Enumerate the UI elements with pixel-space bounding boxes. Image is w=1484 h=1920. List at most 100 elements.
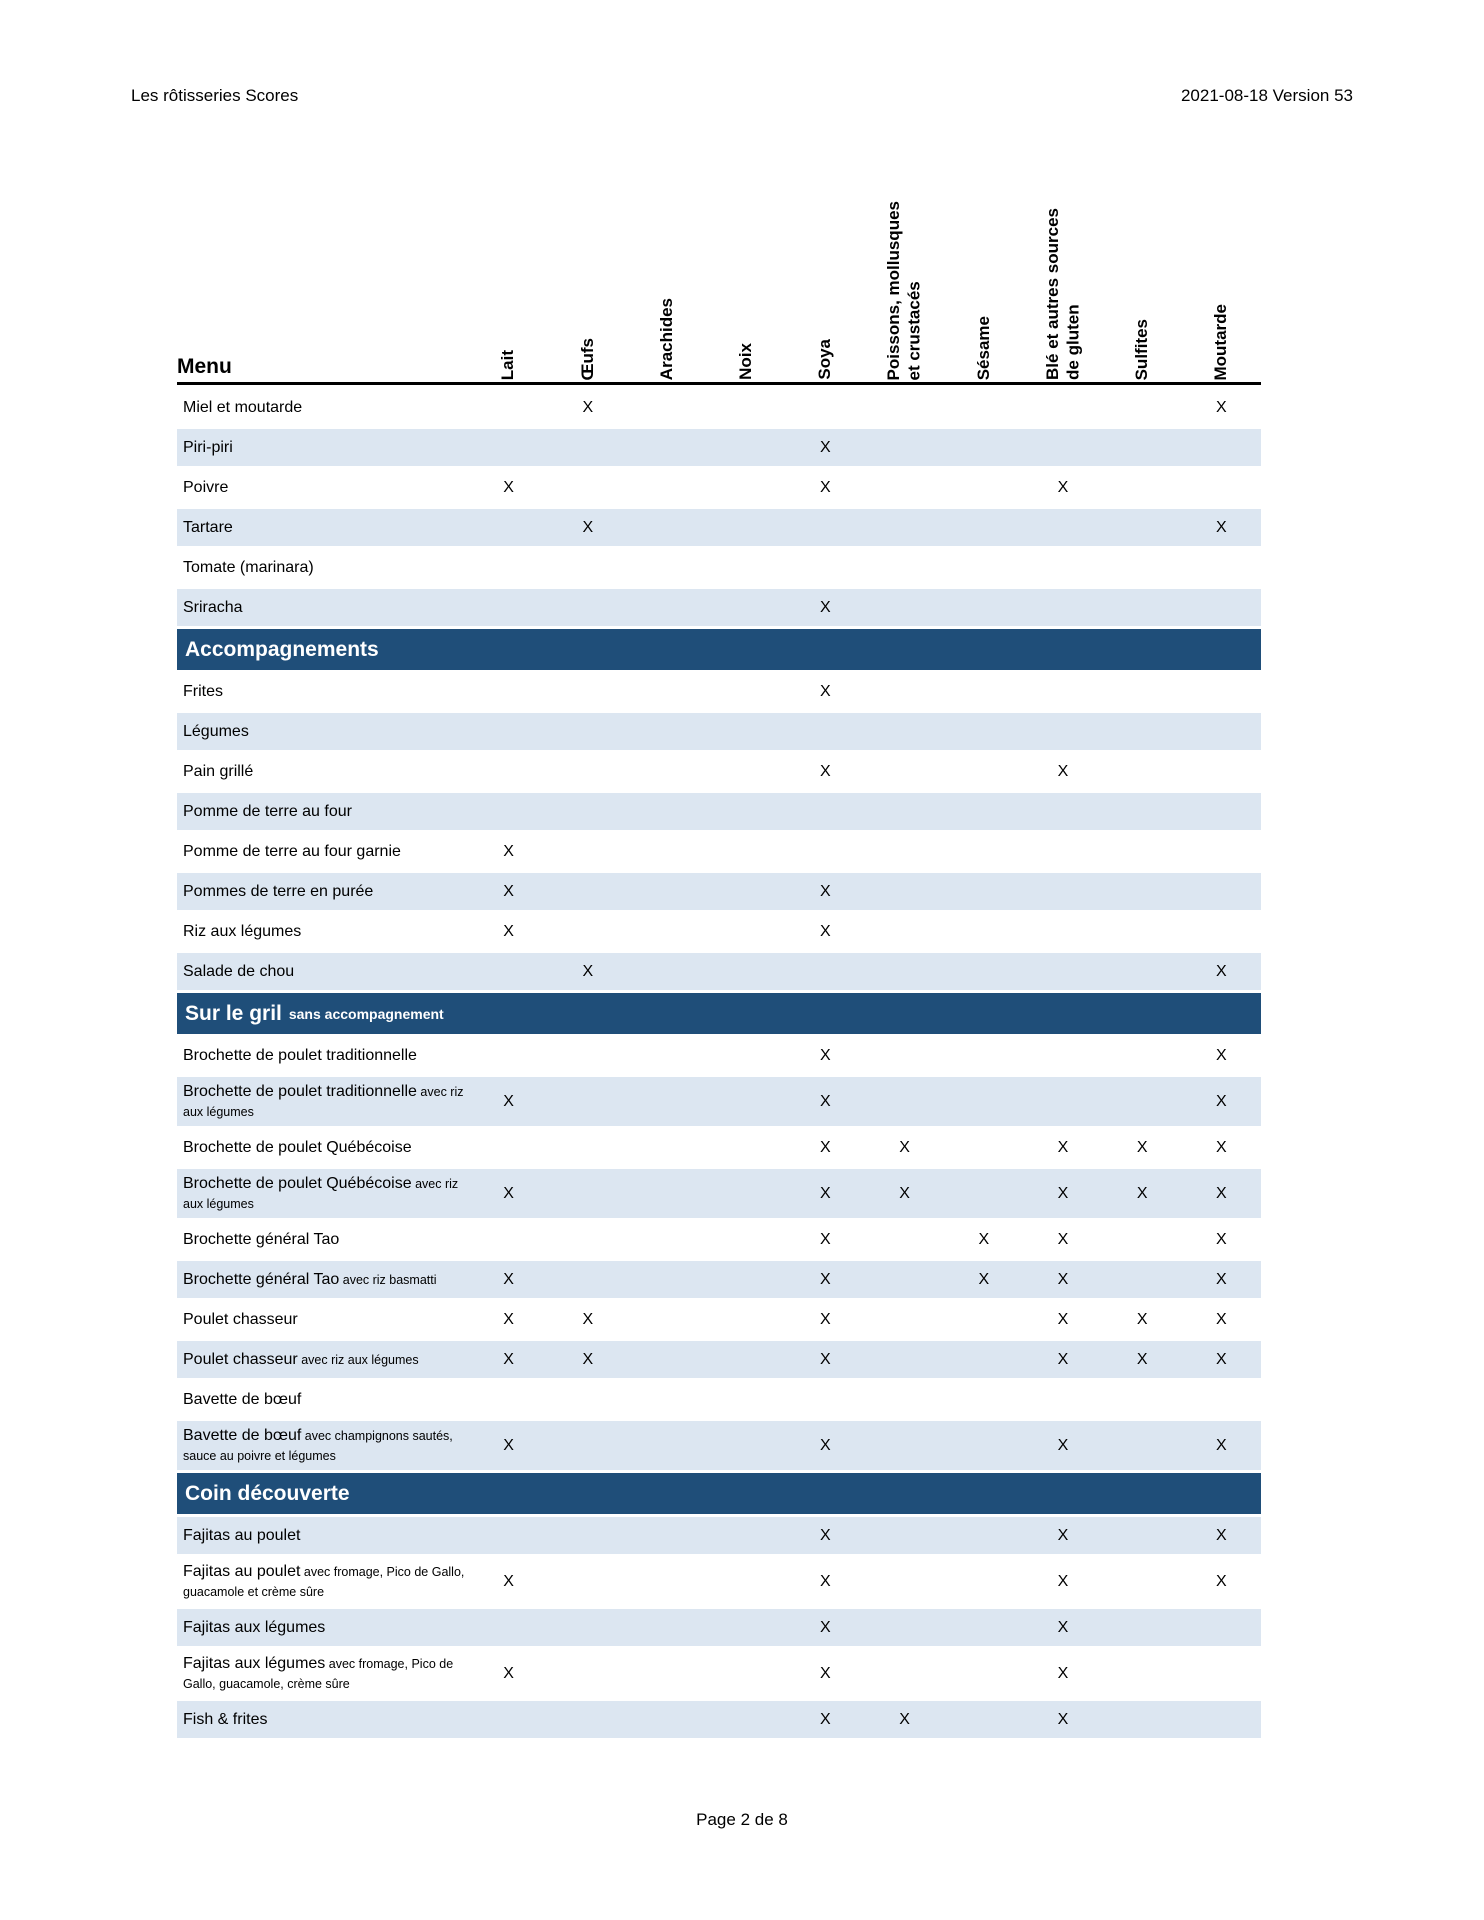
menu-item-variant: avec riz basmatti (339, 1272, 437, 1287)
allergen-cell-lait: X (503, 1350, 514, 1368)
menu-item-label: Fajitas aux légumes avec fromage, Pico d… (177, 1654, 469, 1693)
menu-item-variant: avec riz aux légumes (183, 1084, 464, 1119)
menu-column-header: Menu (177, 355, 232, 378)
allergen-cell-moutarde: X (1216, 1310, 1227, 1328)
allergen-cell-poissons: X (899, 1710, 910, 1728)
allergen-cell-soya: X (820, 1270, 831, 1288)
column-header-label: Soya (815, 339, 835, 380)
allergen-cell-oeufs: X (582, 962, 594, 980)
menu-item-name: Brochette de poulet traditionnelle (183, 1046, 417, 1064)
table-row: Tomate (marinara) (177, 549, 1261, 586)
allergen-cell-soya: X (820, 1350, 831, 1368)
menu-item-label: Fish & frites (177, 1710, 469, 1730)
allergen-cell-moutarde: X (1216, 1230, 1227, 1248)
menu-item-name: Poulet chasseur (183, 1350, 298, 1368)
allergen-cell-ble: X (1057, 1350, 1069, 1368)
menu-item-label: Miel et moutarde (177, 398, 469, 418)
menu-item-variant: avec fromage, Pico de Gallo, guacamole, … (183, 1656, 454, 1691)
menu-item-name: Frites (183, 682, 223, 700)
column-header-label: Poissons, mollusques et crustacés (884, 200, 924, 381)
page-header: Les rôtisseries Scores 2021-08-18 Versio… (131, 86, 1353, 106)
document-title: Les rôtisseries Scores (131, 86, 299, 105)
allergen-cell-soya: X (820, 1572, 831, 1590)
table-row: Pommes de terre en purée X X (177, 873, 1261, 910)
column-header-soya: Soya (786, 170, 865, 382)
menu-item-label: Poivre (177, 478, 469, 498)
menu-item-variant: avec champignons sautés, sauce au poivre… (183, 1428, 453, 1463)
allergen-cell-oeufs: X (582, 1310, 594, 1328)
allergen-cell-lait: X (503, 1184, 514, 1202)
menu-item-name: Brochette général Tao (183, 1270, 340, 1288)
allergen-cell-ble: X (1057, 1664, 1069, 1682)
allergen-cell-soya: X (820, 682, 831, 700)
allergen-cell-moutarde: X (1216, 1270, 1227, 1288)
allergen-cell-poissons: X (899, 1138, 910, 1156)
table-row: Brochette de poulet Québécoise X X X X X (177, 1129, 1261, 1166)
menu-item-variant: avec riz aux légumes (183, 1176, 459, 1211)
allergen-cell-lait: X (503, 842, 514, 860)
allergen-cell-oeufs: X (582, 398, 594, 416)
section-header-row: Accompagnements (177, 629, 1261, 670)
menu-item-label: Tartare (177, 518, 469, 538)
table-row: Sriracha X (177, 589, 1261, 626)
menu-item-label: Pomme de terre au four garnie (177, 842, 469, 862)
menu-item-name: Riz aux légumes (183, 922, 302, 940)
table-row: Pain grillé X X (177, 753, 1261, 790)
allergen-cell-sulfites: X (1136, 1138, 1148, 1156)
allergen-cell-sesame: X (978, 1270, 990, 1288)
allergen-cell-lait: X (503, 1310, 514, 1328)
allergen-cell-soya: X (820, 1436, 831, 1454)
menu-item-label: Bavette de bœuf (177, 1390, 469, 1410)
menu-item-label: Piri-piri (177, 438, 469, 458)
allergen-cell-lait: X (503, 1436, 514, 1454)
column-header-label: Œufs (577, 337, 597, 381)
section-header-row: Coin découverte (177, 1473, 1261, 1514)
menu-item-name: Salade de chou (183, 962, 295, 980)
column-header-oeufs: Œufs (548, 170, 627, 382)
allergen-cell-soya: X (820, 922, 831, 940)
table-row: Fajitas au poulet avec fromage, Pico de … (177, 1557, 1261, 1606)
allergen-cell-oeufs: X (582, 1350, 594, 1368)
allergen-cell-ble: X (1057, 1526, 1069, 1544)
menu-item-label: Fajitas aux légumes (177, 1618, 469, 1638)
menu-item-label: Pomme de terre au four (177, 802, 469, 822)
allergen-cell-moutarde: X (1216, 1092, 1227, 1110)
section-title: Coin découverte (185, 1481, 350, 1505)
allergen-cell-soya: X (820, 762, 831, 780)
allergen-cell-moutarde: X (1216, 398, 1227, 416)
column-header-ble: Blé et autres sources de gluten (1023, 170, 1102, 382)
table-row: Fish & frites X X X (177, 1701, 1261, 1738)
menu-item-name: Brochette de poulet Québécoise (183, 1138, 412, 1156)
menu-item-name: Pommes de terre en purée (183, 882, 374, 900)
allergen-cell-soya: X (820, 1310, 831, 1328)
allergen-cell-ble: X (1057, 1270, 1069, 1288)
menu-item-label: Sriracha (177, 598, 469, 618)
allergen-cell-moutarde: X (1216, 1184, 1227, 1202)
column-header-moutarde: Moutarde (1182, 170, 1261, 382)
column-header-label: Moutarde (1211, 303, 1231, 381)
table-row: Poulet chasseur avec riz aux légumes X X X X… (177, 1341, 1261, 1378)
allergen-cell-moutarde: X (1216, 1350, 1227, 1368)
menu-item-label: Brochette de poulet Québécoise (177, 1138, 469, 1158)
column-header-poissons: Poissons, mollusques et crustacés (865, 170, 944, 382)
table-row: Tartare X X (177, 509, 1261, 546)
menu-item-name: Pomme de terre au four (183, 802, 352, 820)
table-row: Bavette de bœuf (177, 1381, 1261, 1418)
menu-item-name: Poivre (183, 478, 229, 496)
allergen-cell-ble: X (1057, 762, 1069, 780)
menu-item-label: Riz aux légumes (177, 922, 469, 942)
column-header-noix: Noix (707, 170, 786, 382)
column-header-label: Sulfites (1132, 318, 1151, 380)
table-row: Brochette de poulet traditionnelle avec … (177, 1077, 1261, 1126)
allergen-cell-poissons: X (899, 1184, 910, 1202)
menu-item-name: Bavette de bœuf (183, 1390, 302, 1408)
table-row: Piri-piri X (177, 429, 1261, 466)
column-header-sesame: Sésame (944, 170, 1023, 382)
menu-item-name: Piri-piri (183, 438, 233, 456)
menu-item-name: Pain grillé (183, 762, 254, 780)
menu-item-label: Pommes de terre en purée (177, 882, 469, 902)
menu-item-label: Fajitas au poulet avec fromage, Pico de … (177, 1562, 469, 1601)
allergen-cell-soya: X (820, 1046, 831, 1064)
allergen-cell-ble: X (1057, 1436, 1069, 1454)
